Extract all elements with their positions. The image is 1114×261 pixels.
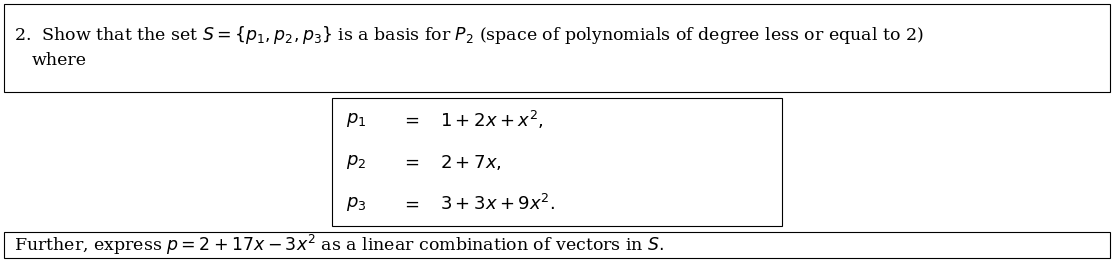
Text: $p_2$: $p_2$: [346, 153, 367, 171]
Text: $=$: $=$: [401, 153, 419, 171]
Bar: [4, 232, 1110, 258]
Text: $2 + 7x,$: $2 + 7x,$: [440, 152, 501, 171]
Bar: [332, 98, 782, 226]
Bar: [4, 4, 1110, 92]
Text: $1 + 2x + x^2,$: $1 + 2x + x^2,$: [440, 109, 544, 131]
Text: Further, express $p = 2 + 17x - 3x^2$ as a linear combination of vectors in $S.$: Further, express $p = 2 + 17x - 3x^2$ as…: [14, 233, 664, 257]
Text: $p_1$: $p_1$: [346, 111, 367, 129]
Text: 2.  Show that the set $S = \{p_1, p_2, p_3\}$ is a basis for $P_2$ (space of pol: 2. Show that the set $S = \{p_1, p_2, p_…: [14, 24, 924, 46]
Text: $p_3$: $p_3$: [346, 195, 367, 213]
Text: $=$: $=$: [401, 195, 419, 213]
Text: $=$: $=$: [401, 111, 419, 129]
Text: $3 + 3x + 9x^2.$: $3 + 3x + 9x^2.$: [440, 194, 555, 214]
Text: where: where: [32, 52, 87, 69]
